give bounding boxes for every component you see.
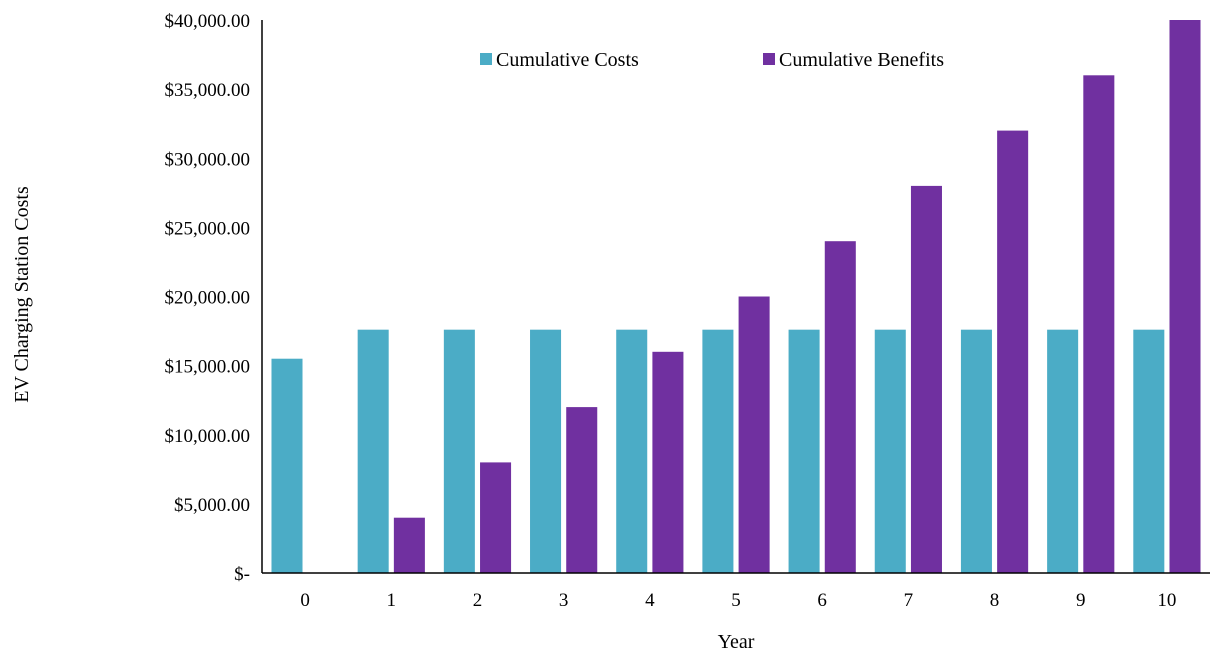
bar-costs-year-3 [530, 329, 562, 573]
x-axis-title: Year [718, 631, 755, 653]
bar-benefits-year-7 [910, 185, 942, 573]
bar-benefits-year-8 [997, 130, 1029, 573]
bar-costs-year-5 [702, 329, 734, 573]
y-tick-label: $40,000.00 [165, 11, 251, 32]
legend: Cumulative Costs Cumulative Benefits [480, 49, 944, 71]
bar-benefits-year-10 [1169, 20, 1201, 573]
x-tick-label: 6 [817, 590, 827, 611]
y-tick-label: $5,000.00 [174, 495, 250, 516]
x-tick-label: 10 [1157, 590, 1176, 611]
bar-costs-year-0 [271, 358, 303, 573]
bar-costs-year-2 [443, 329, 475, 573]
y-tick-labels: $- $5,000.00 $10,000.00 $15,000.00 $20,000.0… [165, 11, 251, 585]
y-tick-label: $20,000.00 [165, 288, 251, 309]
y-tick-label: $30,000.00 [165, 149, 251, 170]
bar-benefits-year-1 [393, 517, 425, 573]
axes-group [261, 20, 1210, 574]
y-tick-label: $15,000.00 [165, 357, 251, 378]
y-tick-label: $10,000.00 [165, 426, 251, 447]
bar-costs-year-4 [616, 329, 648, 573]
bar-costs-year-8 [960, 329, 992, 573]
x-tick-label: 3 [559, 590, 569, 611]
bar-costs-year-6 [788, 329, 820, 573]
legend-label-costs: Cumulative Costs [496, 49, 639, 71]
bar-costs-year-1 [357, 329, 389, 573]
x-tick-label: 7 [904, 590, 914, 611]
bar-benefits-year-5 [738, 296, 770, 573]
x-tick-label: 1 [387, 590, 397, 611]
x-tick-label: 5 [731, 590, 741, 611]
bar-costs-year-7 [874, 329, 906, 573]
x-tick-label: 8 [990, 590, 1000, 611]
bars-group [271, 20, 1201, 574]
bar-benefits-year-4 [652, 351, 684, 573]
bar-benefits-year-3 [566, 407, 598, 573]
bar-benefits-year-2 [480, 462, 512, 573]
x-tick-labels: 0 1 2 3 4 5 6 7 8 9 10 [300, 590, 1176, 611]
bar-benefits-year-6 [824, 241, 856, 573]
bar-costs-year-9 [1047, 329, 1079, 573]
x-tick-label: 9 [1076, 590, 1086, 611]
bar-costs-year-10 [1133, 329, 1165, 573]
y-axis-title: EV Charging Station Costs [11, 186, 33, 403]
legend-swatch-benefits [763, 53, 775, 65]
legend-label-benefits: Cumulative Benefits [779, 49, 944, 71]
y-tick-label: $25,000.00 [165, 218, 251, 239]
legend-swatch-costs [480, 53, 492, 65]
y-tick-label: $- [234, 564, 250, 585]
x-tick-label: 2 [473, 590, 483, 611]
y-tick-label: $35,000.00 [165, 80, 251, 101]
x-tick-label: 0 [300, 590, 310, 611]
x-tick-label: 4 [645, 590, 655, 611]
bar-benefits-year-9 [1083, 75, 1115, 574]
